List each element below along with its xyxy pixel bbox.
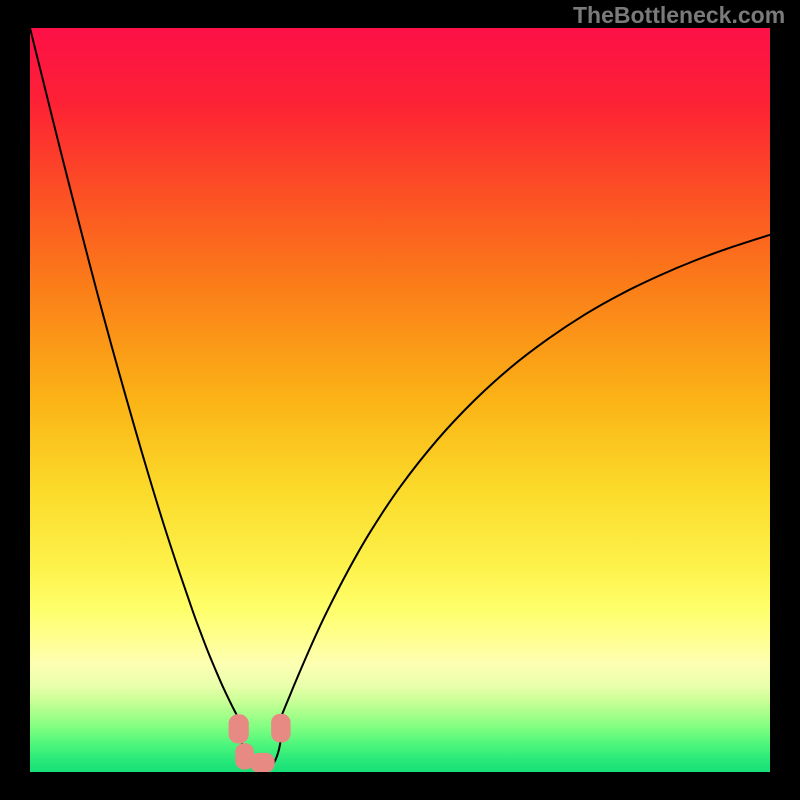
lobe-2: [251, 753, 275, 772]
lobe-0: [229, 715, 248, 743]
watermark-text: TheBottleneck.com: [573, 2, 785, 29]
gradient-background: [30, 28, 770, 772]
bottleneck-chart-svg: [0, 0, 800, 800]
lobe-3: [272, 714, 291, 742]
